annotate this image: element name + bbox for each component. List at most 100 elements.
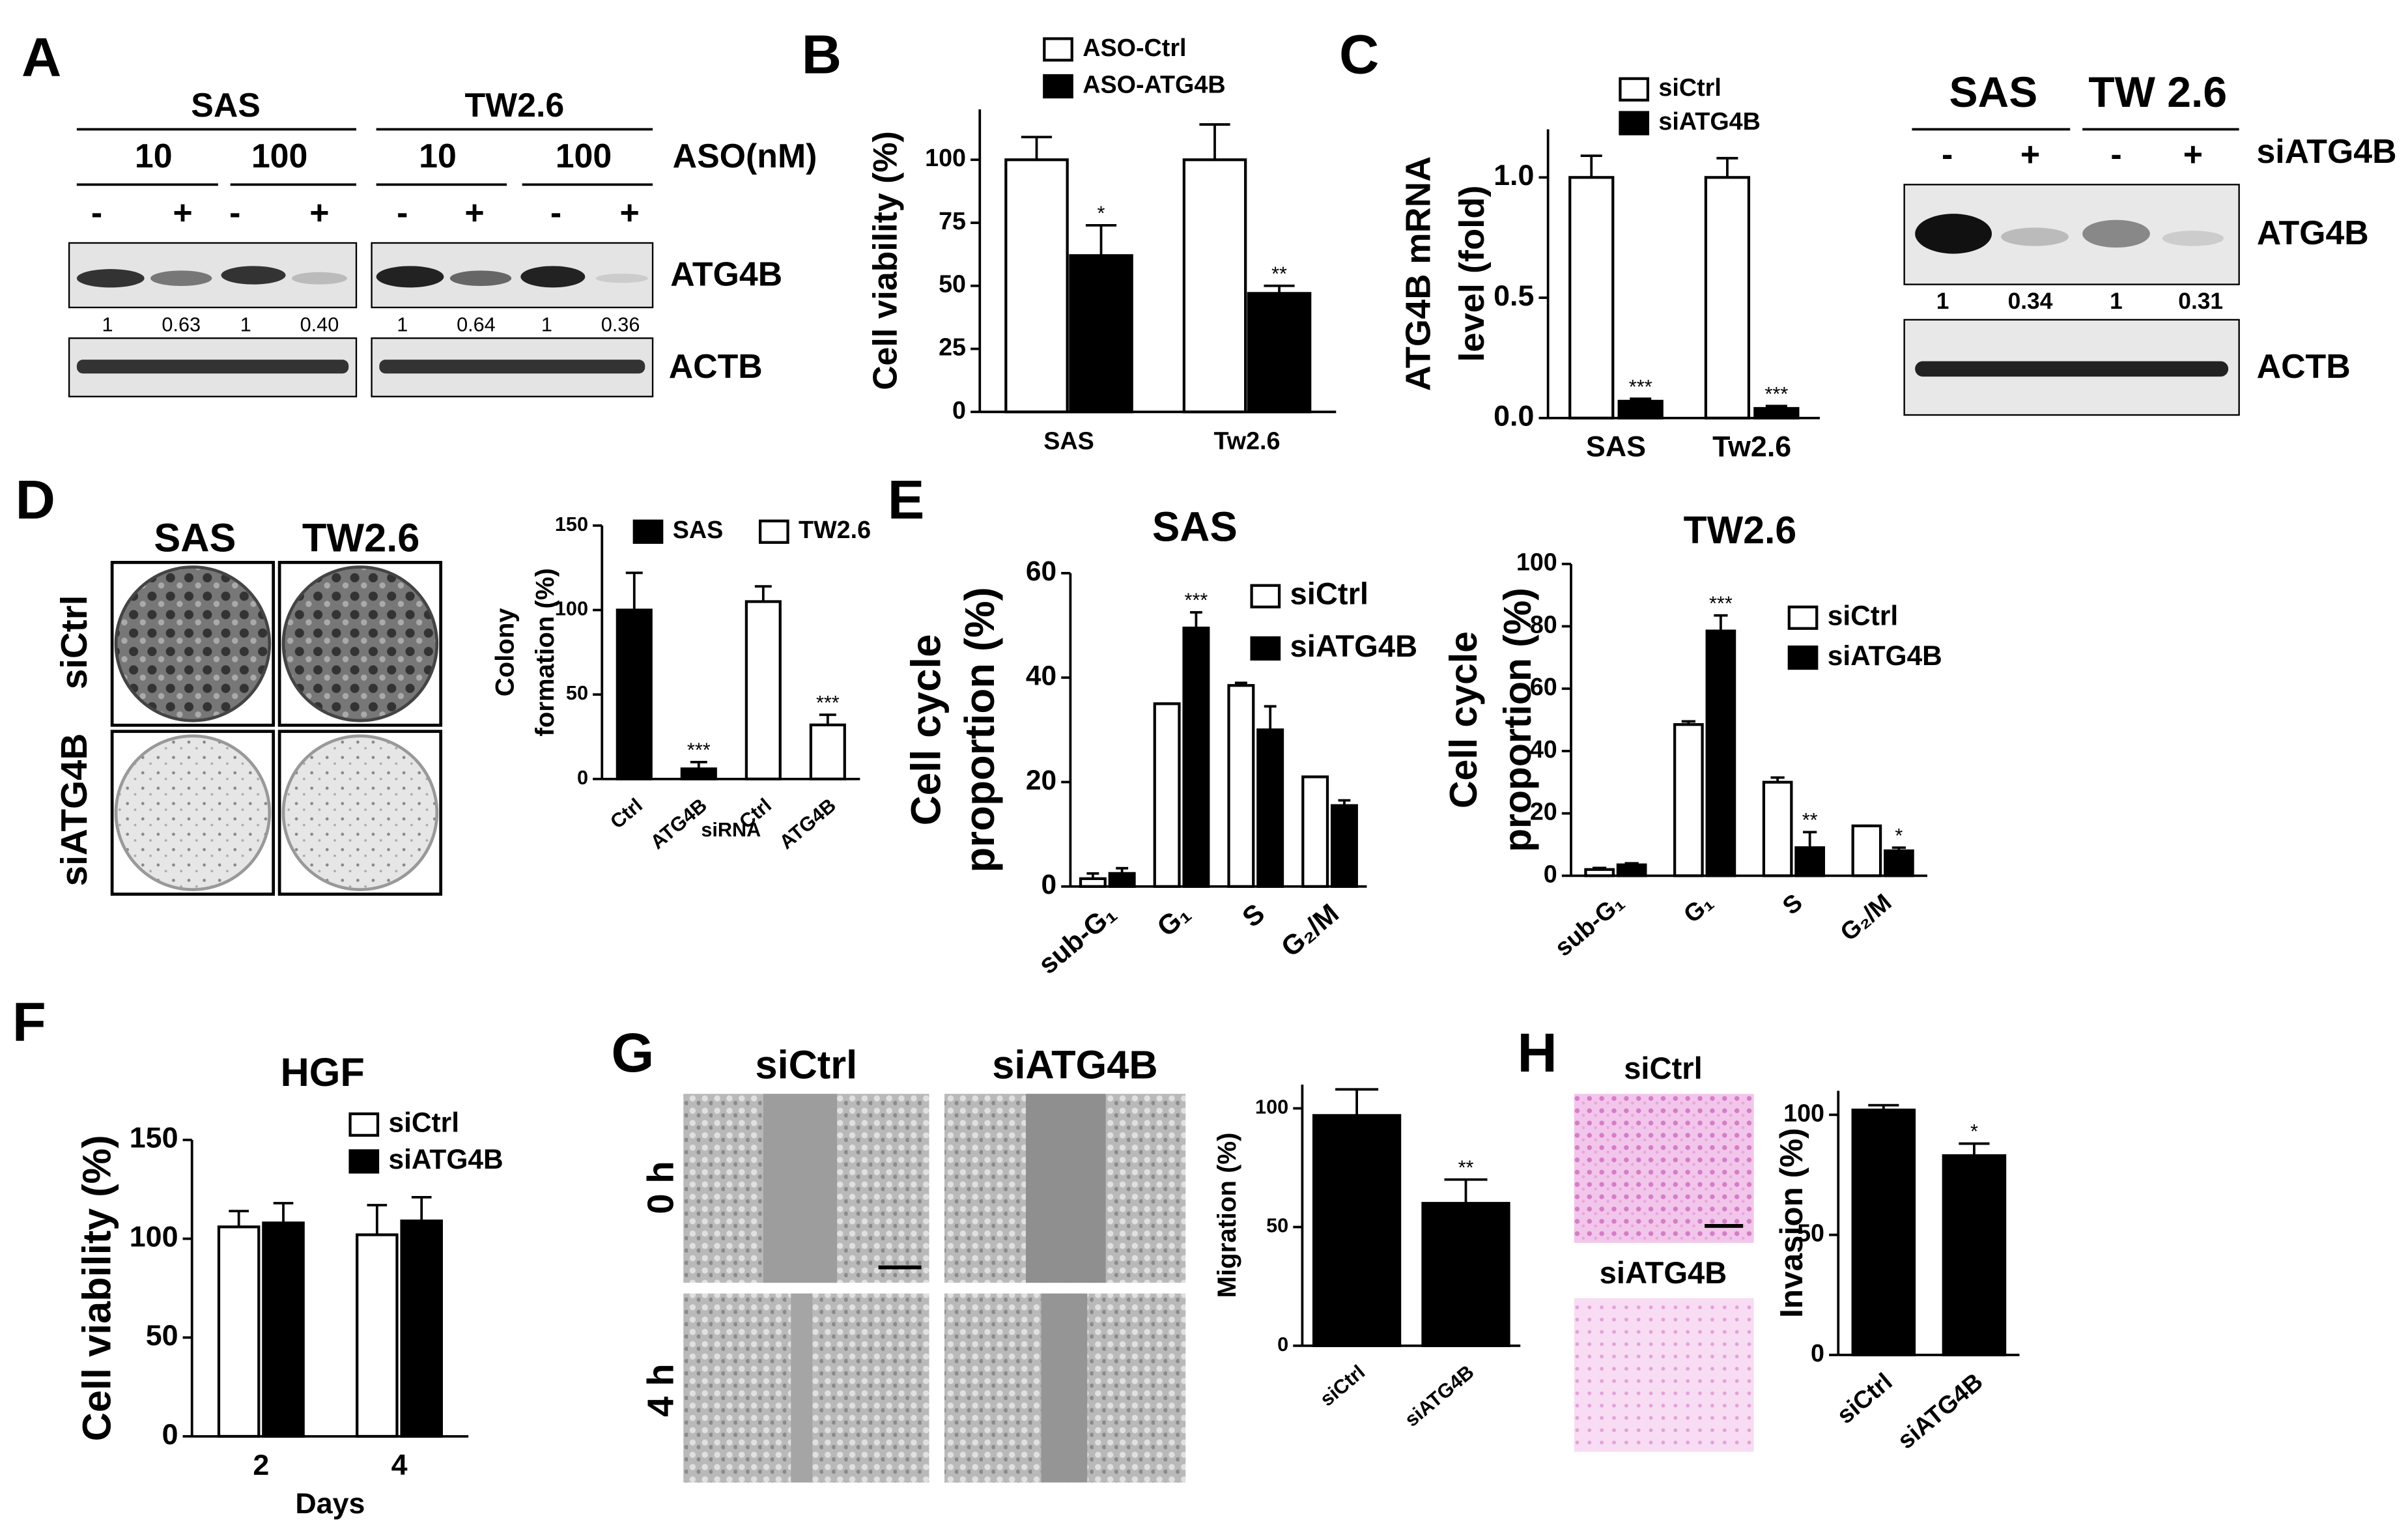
bar — [1568, 176, 1615, 420]
y-tick-label: 0 — [577, 767, 588, 789]
bar — [262, 1221, 305, 1438]
y-tick-label: 100 — [130, 1220, 178, 1253]
bar — [1705, 629, 1736, 877]
significance: ** — [1802, 809, 1818, 831]
bar — [1584, 868, 1615, 877]
y-tick-label: 50 — [939, 270, 966, 298]
ratio: 1 — [397, 313, 408, 335]
images-h: siCtrl siATG4B — [1574, 1051, 1754, 1452]
legend-label: siATG4B — [1658, 107, 1761, 135]
x-tick-label: ATG4B — [775, 794, 840, 853]
legend-label: siCtrl — [1290, 577, 1368, 611]
band — [291, 272, 347, 285]
band — [2001, 227, 2069, 246]
lane-label: - — [550, 193, 561, 231]
y-tick-label: 0 — [162, 1418, 178, 1451]
y-axis-label: Cell cycle — [903, 634, 949, 826]
column-label: SAS — [154, 516, 236, 560]
x-tick-label: G₂/M — [1835, 889, 1896, 947]
protein-label: ACTB — [2257, 347, 2351, 385]
x-tick-label: S — [1236, 898, 1270, 933]
y-tick-label: 40 — [1530, 735, 1557, 763]
bar — [217, 1225, 261, 1438]
dose-unit: ASO(nM) — [673, 137, 817, 175]
row-label: siCtrl — [53, 595, 94, 690]
ratio: 1 — [541, 313, 552, 335]
legend-swatch — [632, 519, 664, 544]
images-d: SAS TW2.6 siCtrl siATG4B — [53, 516, 443, 896]
row-label: siATG4B — [1600, 1255, 1727, 1290]
x-tick-label: siCtrl — [1832, 1367, 1897, 1429]
x-tick-label: G₁ — [1679, 889, 1718, 928]
significance: ** — [1458, 1156, 1474, 1178]
y-tick-label: 25 — [939, 334, 966, 361]
bar — [1942, 1154, 2007, 1357]
legend-swatch — [348, 1112, 380, 1137]
dose-label: 100 — [251, 137, 308, 175]
significance: *** — [1764, 383, 1788, 405]
legend-swatch — [758, 519, 789, 544]
ratio: 1 — [102, 313, 113, 335]
bar — [1069, 254, 1133, 414]
cell-label: SAS — [191, 86, 261, 124]
legend-label: ASO-ATG4B — [1083, 70, 1225, 98]
y-axis-label: Cell cycle — [1443, 631, 1485, 808]
lane-label: + — [309, 193, 329, 231]
y-tick-label: 80 — [1530, 610, 1557, 638]
legend-swatch — [1250, 636, 1281, 661]
x-axis-label: siRNA — [701, 819, 761, 841]
band — [376, 266, 444, 288]
panel-letter: G — [611, 1021, 654, 1083]
wound — [1041, 1293, 1088, 1483]
column-label: siCtrl — [755, 1042, 857, 1087]
lane-label: - — [91, 193, 102, 231]
legend-label: siATG4B — [1828, 640, 1942, 671]
ratio: 0.64 — [457, 313, 496, 335]
chart-title: SAS — [1152, 504, 1238, 550]
bar — [1884, 849, 1914, 877]
protein-label: ATG4B — [670, 255, 782, 293]
lane-label: - — [2110, 135, 2121, 173]
chart-title: HGF — [280, 1050, 364, 1094]
significance: * — [1970, 1120, 1978, 1143]
lane-label: + — [173, 193, 192, 231]
lane-label: + — [464, 193, 484, 231]
protein-label: ACTB — [669, 347, 763, 385]
band — [595, 274, 648, 283]
legend-swatch — [1787, 605, 1819, 630]
bar — [1312, 1114, 1402, 1347]
dish — [281, 565, 439, 722]
significance: ** — [1271, 263, 1287, 285]
y-tick-label: 0 — [1811, 1339, 1824, 1367]
protein-label: ATG4B — [2257, 214, 2369, 251]
significance: * — [1895, 825, 1903, 847]
legend-label: siATG4B — [389, 1144, 503, 1175]
bar — [744, 600, 782, 780]
y-tick-label: 50 — [566, 682, 588, 704]
bar — [400, 1219, 443, 1438]
ratio: 0.31 — [2178, 289, 2223, 314]
y-tick-label: 75 — [939, 207, 966, 235]
x-tick-label: Ctrl — [606, 794, 647, 833]
y-tick-label: 0 — [1277, 1333, 1288, 1356]
y-tick-label: 100 — [1255, 1096, 1288, 1118]
y-tick-label: 50 — [1797, 1219, 1824, 1247]
lane-label: + — [2020, 135, 2040, 173]
band — [76, 269, 145, 288]
band — [449, 270, 512, 286]
legend-swatch — [1619, 111, 1650, 135]
blot-c: SAS TW 2.6 - + - + siATG4B ATG4B 1 0.34 … — [1903, 68, 2397, 416]
micrograph — [1574, 1298, 1754, 1452]
dose-label: 100 — [556, 137, 612, 175]
bar — [1004, 158, 1069, 414]
y-tick-label: 100 — [555, 598, 588, 620]
lane-label: + — [2183, 135, 2203, 173]
y-tick-label: 0 — [1544, 860, 1557, 887]
x-tick-label: sub-G₁ — [1032, 898, 1122, 980]
ratio: 0.36 — [601, 313, 640, 335]
cell-label: TW2.6 — [464, 86, 564, 124]
dish — [114, 565, 272, 722]
treatment-label: siATG4B — [2256, 132, 2396, 170]
y-axis-label: Cell viability (%) — [74, 1135, 119, 1441]
